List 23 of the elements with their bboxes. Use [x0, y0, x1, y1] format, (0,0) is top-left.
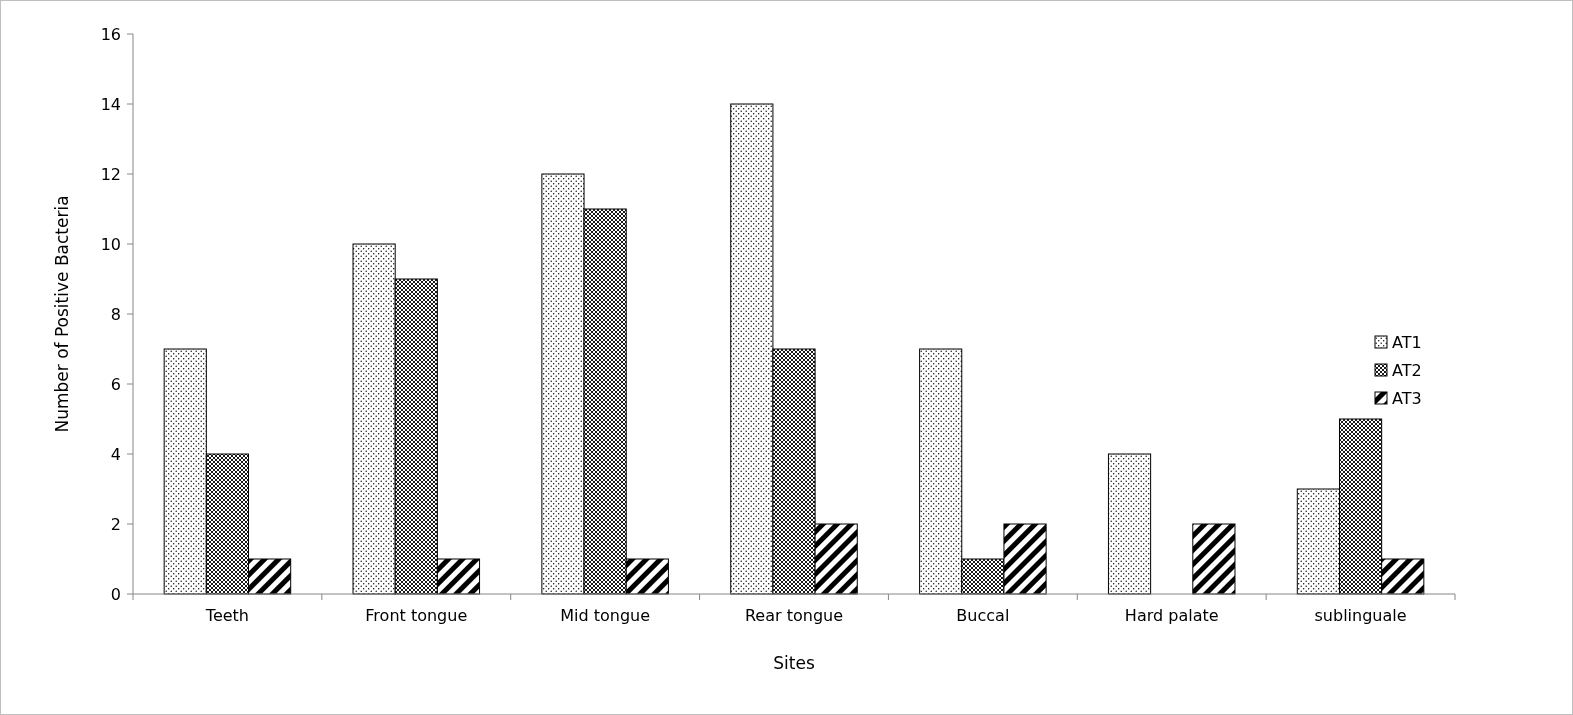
- y-axis-title: Number of Positive Bacteria: [52, 195, 72, 433]
- y-tick-label: 2: [110, 514, 121, 534]
- y-tick-label: 8: [110, 304, 121, 324]
- x-tick-label: Teeth: [204, 606, 250, 625]
- y-tick-label: 12: [100, 164, 121, 184]
- y-tick-label: 6: [110, 374, 121, 394]
- legend-label: AT2: [1392, 360, 1422, 380]
- bar: [1192, 523, 1236, 595]
- x-tick-label: Front tongue: [365, 606, 468, 625]
- x-tick-label: Hard palate: [1124, 606, 1219, 625]
- x-tick-label: Rear tongue: [744, 606, 844, 625]
- x-tick-label: Buccal: [956, 606, 1010, 625]
- y-tick-label: 10: [100, 234, 121, 254]
- y-tick-label: 16: [100, 24, 121, 44]
- x-tick-label: Mid tongue: [560, 606, 651, 625]
- y-tick-label: 0: [110, 584, 121, 604]
- x-axis-title: Sites: [773, 653, 815, 673]
- legend-label: AT3: [1392, 388, 1422, 408]
- y-tick-label: 14: [100, 94, 121, 114]
- legend-label: AT1: [1392, 332, 1422, 352]
- bar: [1107, 453, 1152, 595]
- y-tick-label: 4: [110, 444, 121, 464]
- x-tick-label: sublinguale: [1314, 606, 1407, 625]
